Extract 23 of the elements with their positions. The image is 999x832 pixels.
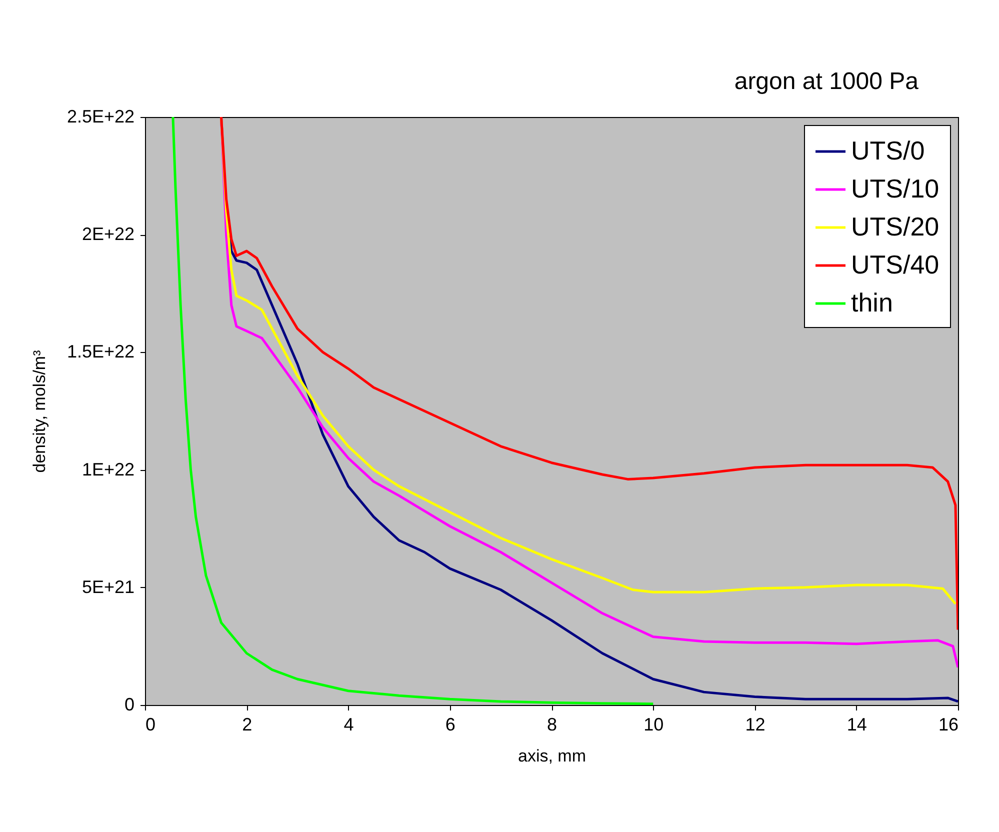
y-tick-label: 2.5E+22 xyxy=(66,106,134,126)
y-tick-label: 1E+22 xyxy=(82,459,134,480)
x-tick-label: 2 xyxy=(242,714,252,734)
legend-label: UTS/10 xyxy=(851,174,940,204)
x-tick-label: 14 xyxy=(846,714,867,734)
legend-label: UTS/20 xyxy=(851,212,940,242)
y-tick-label: 2E+22 xyxy=(82,224,134,244)
legend-label: thin xyxy=(851,288,893,318)
x-axis-title: axis, mm xyxy=(518,746,586,766)
x-tick-label: 6 xyxy=(445,714,456,734)
x-tick-label: 12 xyxy=(745,714,766,734)
x-tick-label: 10 xyxy=(644,714,664,734)
x-tick-label: 4 xyxy=(344,714,354,734)
y-axis-title: density, mols/m³ xyxy=(30,350,49,473)
y-tick-label: 1.5E+22 xyxy=(66,342,134,362)
x-tick-label: 0 xyxy=(146,714,156,734)
y-tick-label: 0 xyxy=(124,694,134,714)
x-tick-label: 8 xyxy=(546,714,558,734)
x-tick-label: 16 xyxy=(938,714,958,734)
y-tick-label: 5E+21 xyxy=(82,576,134,597)
legend-label: UTS/0 xyxy=(851,136,925,166)
legend-label: UTS/40 xyxy=(851,250,940,280)
chart-title: argon at 1000 Pa xyxy=(734,68,920,95)
